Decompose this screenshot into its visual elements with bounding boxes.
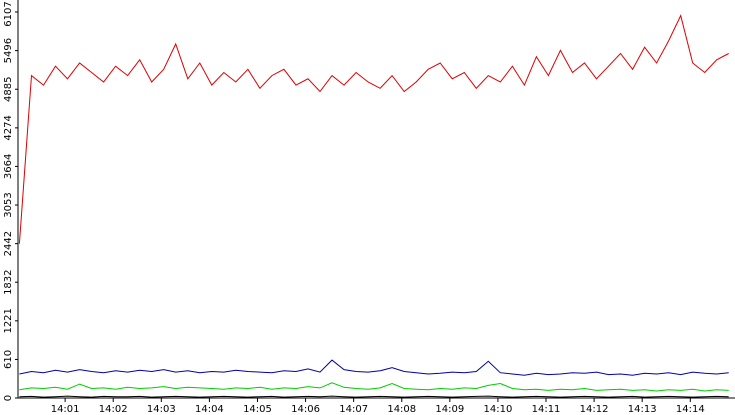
- y-tick-label: 1832: [3, 269, 14, 294]
- x-tick-label: 14:06: [291, 404, 320, 415]
- y-tick-label: 4274: [3, 115, 14, 140]
- x-tick-label: 14:08: [387, 404, 416, 415]
- x-tick-label: 14:02: [99, 404, 128, 415]
- y-tick-label: 2442: [3, 231, 14, 256]
- x-tick-label: 14:05: [243, 404, 272, 415]
- y-tick-label: 610: [3, 350, 14, 369]
- y-tick-label: 6107: [3, 1, 14, 26]
- y-tick-label: 4885: [3, 77, 14, 102]
- x-tick-label: 14:14: [676, 404, 705, 415]
- series-line: [19, 382, 729, 392]
- x-tick-label: 14:13: [628, 404, 657, 415]
- series-line: [19, 395, 729, 398]
- x-tick-label: 14:12: [580, 404, 609, 415]
- y-tick-label: 0: [3, 395, 14, 401]
- x-tick-label: 14:01: [51, 404, 80, 415]
- x-tick-label: 14:07: [339, 404, 368, 415]
- x-tick-label: 14:04: [195, 404, 224, 415]
- y-tick-label: 1221: [3, 308, 14, 333]
- x-tick-label: 14:09: [435, 404, 464, 415]
- y-tick-label: 5496: [3, 38, 14, 63]
- series-line: [19, 359, 729, 376]
- y-tick-label: 3053: [3, 192, 14, 217]
- x-tick-label: 14:11: [532, 404, 561, 415]
- series-line: [18, 14, 729, 244]
- x-tick-label: 14:10: [484, 404, 513, 415]
- y-tick-label: 3664: [3, 154, 14, 179]
- x-tick-label: 14:03: [147, 404, 176, 415]
